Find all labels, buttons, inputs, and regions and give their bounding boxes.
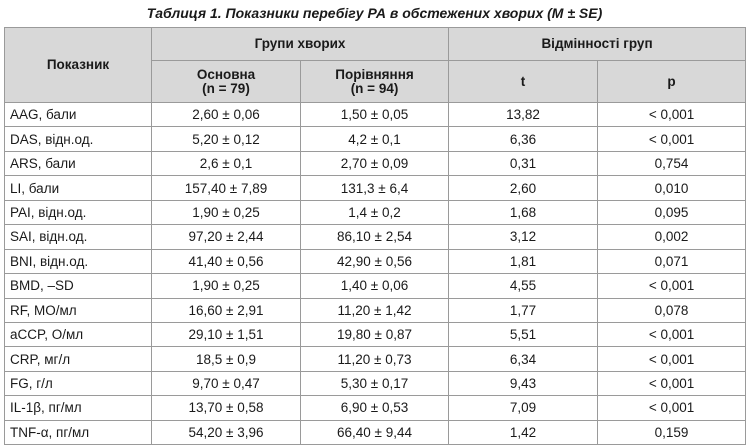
row-main-value: 13,70 ± 0,58: [151, 395, 301, 421]
header-p: p: [597, 60, 747, 103]
row-main-value: 2,6 ± 0,1: [151, 150, 301, 177]
row-main-value: 9,70 ± 0,47: [151, 370, 301, 397]
row-t-value: 3,12: [448, 224, 599, 250]
row-indicator-name: AAG, бали: [4, 101, 152, 128]
row-t-value: 2,60: [448, 175, 599, 201]
row-p-value: 0,010: [597, 175, 747, 201]
row-indicator-name: SAI, відн.од.: [4, 224, 152, 250]
row-indicator-name: FG, г/л: [4, 370, 152, 397]
table-caption: Таблиця 1. Показники перебігу РА в обсте…: [146, 5, 603, 21]
row-comparison-value: 66,40 ± 9,44: [299, 419, 450, 445]
row-indicator-name: TNF-α, пг/мл: [4, 419, 152, 445]
table-row: aCCP, О/мл 29,10 ± 1,51 19,80 ± 0,87 5,51 < …: [4, 321, 747, 348]
row-comparison-value: 11,20 ± 1,42: [299, 297, 450, 323]
table-row: DAS, відн.од. 5,20 ± 0,12 4,2 ± 0,1 6,36 < 0…: [4, 126, 747, 152]
table-row: BNI, відн.од. 41,40 ± 0,56 42,90 ± 0,56 1,8…: [4, 248, 747, 275]
row-comparison-value: 131,3 ± 6,4: [299, 175, 450, 201]
row-indicator-name: CRP, мг/л: [4, 346, 152, 372]
table-row: FG, г/л 9,70 ± 0,47 5,30 ± 0,17 9,43 < 0,001: [4, 370, 747, 397]
row-main-value: 2,60 ± 0,06: [151, 101, 301, 128]
table-row: IL-1β, пг/мл 13,70 ± 0,58 6,90 ± 0,53 7,09 <…: [4, 395, 747, 421]
row-main-value: 5,20 ± 0,12: [151, 126, 301, 152]
table-row: TNF-α, пг/мл 54,20 ± 3,96 66,40 ± 9,44 1,42…: [4, 419, 747, 445]
row-p-value: 0,095: [597, 199, 747, 226]
row-indicator-name: RF, МО/мл: [4, 297, 152, 323]
row-indicator-name: IL-1β, пг/мл: [4, 395, 152, 421]
row-indicator-name: aCCP, О/мл: [4, 321, 152, 348]
row-comparison-value: 11,20 ± 0,73: [299, 346, 450, 372]
row-comparison-value: 6,90 ± 0,53: [299, 395, 450, 421]
header-t: t: [448, 60, 599, 103]
row-comparison-value: 5,30 ± 0,17: [299, 370, 450, 397]
table-row: PAI, відн.од. 1,90 ± 0,25 1,4 ± 0,2 1,68 0,0…: [4, 199, 747, 226]
row-t-value: 9,43: [448, 370, 599, 397]
row-p-value: 0,159: [597, 419, 747, 445]
row-p-value: < 0,001: [597, 101, 747, 128]
header-groups: Групи хворих: [150, 27, 450, 61]
row-p-value: 0,071: [597, 248, 747, 275]
row-t-value: 4,55: [448, 273, 599, 299]
table-body: AAG, бали 2,60 ± 0,06 1,50 ± 0,05 13,82 < 0,…: [4, 101, 747, 445]
header-comparison-group: Порівняння (n = 94): [299, 60, 450, 103]
table-row: SAI, відн.од. 97,20 ± 2,44 86,10 ± 2,54 3,1…: [4, 224, 747, 250]
comparison-group-label: Порівняння: [335, 66, 414, 82]
row-comparison-value: 42,90 ± 0,56: [299, 248, 450, 275]
row-main-value: 1,90 ± 0,25: [151, 273, 301, 299]
row-indicator-name: PAI, відн.од.: [4, 199, 152, 226]
row-main-value: 1,90 ± 0,25: [151, 199, 301, 226]
row-indicator-name: BNI, відн.од.: [4, 248, 152, 275]
row-comparison-value: 1,40 ± 0,06: [299, 273, 450, 299]
row-p-value: < 0,001: [597, 321, 747, 348]
row-t-value: 1,68: [448, 199, 599, 226]
header-main-group: Основна (n = 79): [151, 60, 301, 103]
row-comparison-value: 2,70 ± 0,09: [299, 150, 450, 177]
row-t-value: 1,81: [448, 248, 599, 275]
data-table: Показник Групи хворих Відмінності груп О…: [4, 27, 747, 445]
row-main-value: 18,5 ± 0,9: [151, 346, 301, 372]
row-indicator-name: ARS, бали: [4, 150, 152, 177]
table-row: ARS, бали 2,6 ± 0,1 2,70 ± 0,09 0,31 0,754: [4, 150, 747, 177]
header-differences: Відмінності груп: [448, 27, 747, 61]
row-main-value: 97,20 ± 2,44: [151, 224, 301, 250]
table-row: CRP, мг/л 18,5 ± 0,9 11,20 ± 0,73 6,34 < 0,0…: [4, 346, 747, 372]
row-main-value: 54,20 ± 3,96: [151, 419, 301, 445]
row-main-value: 29,10 ± 1,51: [151, 321, 301, 348]
row-comparison-value: 19,80 ± 0,87: [299, 321, 450, 348]
row-t-value: 5,51: [448, 321, 599, 348]
row-indicator-name: BMD, –SD: [4, 273, 152, 299]
row-t-value: 13,82: [448, 101, 599, 128]
main-group-label: Основна: [196, 66, 256, 82]
row-p-value: < 0,001: [597, 273, 747, 299]
row-p-value: < 0,001: [597, 346, 747, 372]
comparison-group-n: (n = 94): [350, 80, 399, 96]
table-row: BMD, –SD 1,90 ± 0,25 1,40 ± 0,06 4,55 < 0,00…: [4, 273, 747, 299]
row-p-value: < 0,001: [597, 395, 747, 421]
row-indicator-name: LI, бали: [4, 175, 152, 201]
row-main-value: 16,60 ± 2,91: [151, 297, 301, 323]
row-comparison-value: 4,2 ± 0,1: [299, 126, 450, 152]
row-p-value: 0,002: [597, 224, 747, 250]
table-row: LI, бали 157,40 ± 7,89 131,3 ± 6,4 2,60 0,01…: [4, 175, 747, 201]
main-group-n: (n = 79): [202, 80, 250, 96]
row-t-value: 6,36: [448, 126, 599, 152]
row-main-value: 41,40 ± 0,56: [151, 248, 301, 275]
row-t-value: 1,77: [448, 297, 599, 323]
row-t-value: 0,31: [448, 150, 599, 177]
table-header: Показник Групи хворих Відмінності груп О…: [4, 27, 747, 103]
table-row: AAG, бали 2,60 ± 0,06 1,50 ± 0,05 13,82 < 0,…: [4, 101, 747, 128]
row-comparison-value: 1,4 ± 0,2: [299, 199, 450, 226]
row-t-value: 7,09: [448, 395, 599, 421]
row-p-value: < 0,001: [597, 370, 747, 397]
header-indicator: Показник: [4, 27, 152, 103]
row-indicator-name: DAS, відн.од.: [4, 126, 152, 152]
row-p-value: < 0,001: [597, 126, 747, 152]
row-comparison-value: 1,50 ± 0,05: [299, 101, 450, 128]
row-p-value: 0,078: [597, 297, 747, 323]
table-row: RF, МО/мл 16,60 ± 2,91 11,20 ± 1,42 1,77 0,0…: [4, 297, 747, 323]
row-t-value: 1,42: [448, 419, 599, 445]
row-main-value: 157,40 ± 7,89: [151, 175, 301, 201]
row-p-value: 0,754: [597, 150, 747, 177]
row-t-value: 6,34: [448, 346, 599, 372]
row-comparison-value: 86,10 ± 2,54: [299, 224, 450, 250]
